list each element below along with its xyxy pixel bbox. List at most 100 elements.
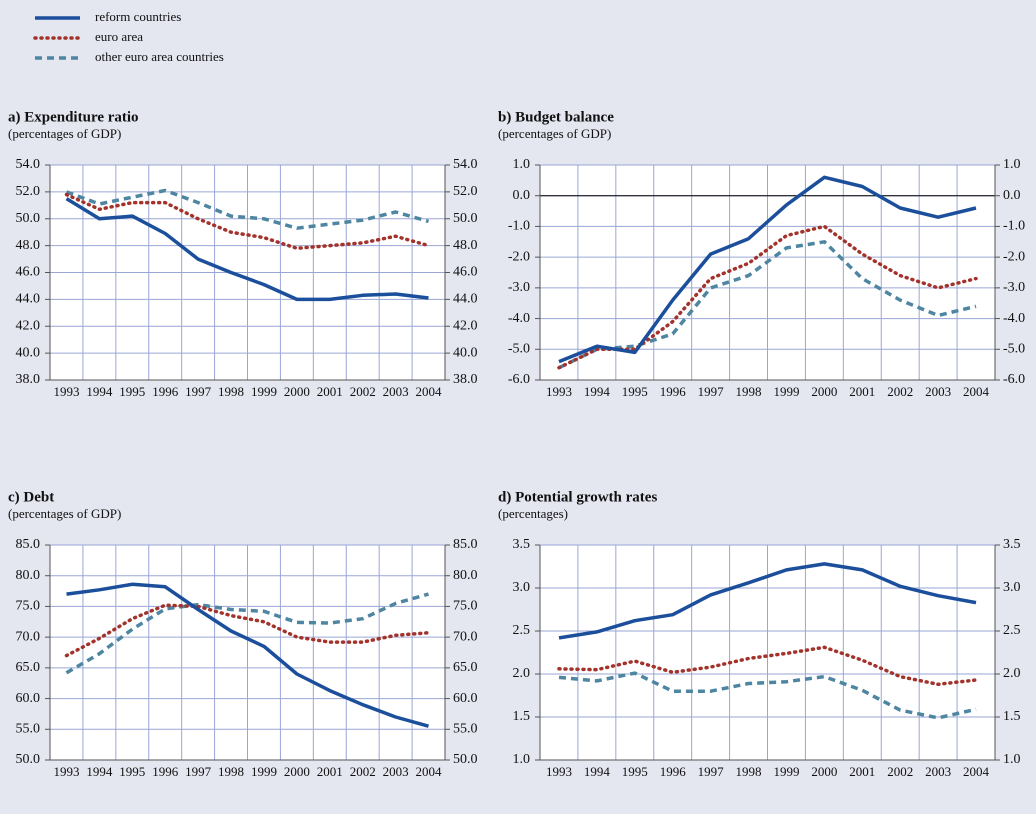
y-tick-label: 75.0 xyxy=(16,599,41,614)
y-tick-label-right: 55.0 xyxy=(453,722,478,737)
y-tick-label: 54.0 xyxy=(16,157,41,172)
x-tick-label: 1993 xyxy=(546,384,572,399)
chart-title: c) Debt xyxy=(8,489,54,505)
x-tick-label: 1993 xyxy=(546,764,572,779)
y-tick-label: 2.0 xyxy=(513,666,531,681)
x-tick-label: 2001 xyxy=(317,384,343,399)
legend-label: other euro area countries xyxy=(95,49,224,64)
series-line xyxy=(557,645,978,687)
y-tick-label: 1.5 xyxy=(513,709,531,724)
y-tick-label: -1.0 xyxy=(508,219,530,234)
chart-title: b) Budget balance xyxy=(498,109,614,125)
x-tick-label: 1997 xyxy=(698,384,725,399)
y-tick-label: 52.0 xyxy=(16,184,41,199)
series-line xyxy=(557,224,978,370)
x-tick-label: 1995 xyxy=(622,764,648,779)
x-tick-label: 1994 xyxy=(86,764,113,779)
y-tick-label: -3.0 xyxy=(508,280,530,295)
x-tick-label: 2000 xyxy=(811,384,837,399)
y-tick-label-right: 1.0 xyxy=(1003,157,1021,172)
y-tick-label-right: -2.0 xyxy=(1003,249,1025,264)
x-tick-label: 1994 xyxy=(86,384,113,399)
x-tick-label: 1998 xyxy=(218,764,244,779)
y-tick-label-right: 46.0 xyxy=(453,265,478,280)
x-tick-label: 2004 xyxy=(416,764,443,779)
y-tick-label-right: 2.5 xyxy=(1003,623,1021,638)
y-tick-label: 65.0 xyxy=(16,660,41,675)
x-tick-label: 1996 xyxy=(660,384,687,399)
x-tick-label: 2003 xyxy=(925,384,951,399)
x-tick-label: 1996 xyxy=(152,764,179,779)
y-tick-label-right: 3.5 xyxy=(1003,537,1021,552)
x-tick-label: 1997 xyxy=(698,764,725,779)
x-tick-label: 1995 xyxy=(622,384,648,399)
series-line xyxy=(558,175,977,364)
y-tick-label-right: 65.0 xyxy=(453,660,478,675)
x-tick-label: 1993 xyxy=(53,384,79,399)
y-tick-label-right: 1.5 xyxy=(1003,709,1021,724)
y-tick-label: 38.0 xyxy=(16,372,41,387)
series-line xyxy=(558,240,977,370)
x-tick-label: 1996 xyxy=(660,764,687,779)
x-tick-label: 1999 xyxy=(251,764,277,779)
x-tick-label: 2004 xyxy=(963,764,990,779)
x-tick-label: 1994 xyxy=(584,384,611,399)
y-tick-label: 3.5 xyxy=(513,537,531,552)
y-tick-label-right: -4.0 xyxy=(1003,311,1025,326)
x-tick-label: 1998 xyxy=(736,764,762,779)
x-tick-label: 2003 xyxy=(925,764,951,779)
x-tick-label: 2003 xyxy=(383,384,409,399)
y-tick-label: 85.0 xyxy=(16,537,41,552)
y-tick-label-right: 75.0 xyxy=(453,599,478,614)
y-tick-label-right: -1.0 xyxy=(1003,219,1025,234)
x-tick-label: 1999 xyxy=(773,764,799,779)
y-tick-label-right: 40.0 xyxy=(453,345,478,360)
x-tick-label: 2002 xyxy=(350,764,376,779)
y-tick-label-right: 54.0 xyxy=(453,157,478,172)
y-tick-label-right: 50.0 xyxy=(453,752,478,767)
y-tick-label: 46.0 xyxy=(16,265,41,280)
x-tick-label: 2002 xyxy=(887,384,913,399)
y-tick-label-right: 1.0 xyxy=(1003,752,1021,767)
x-tick-label: 1994 xyxy=(584,764,611,779)
series-line xyxy=(558,671,977,720)
y-tick-label-right: 42.0 xyxy=(453,318,478,333)
y-tick-label: 55.0 xyxy=(16,722,41,737)
y-tick-label: 80.0 xyxy=(16,568,41,583)
x-tick-label: 2000 xyxy=(284,384,310,399)
x-tick-label: 2004 xyxy=(416,384,443,399)
x-tick-label: 1999 xyxy=(773,384,799,399)
y-tick-label: 1.0 xyxy=(513,157,531,172)
x-tick-label: 2004 xyxy=(963,384,990,399)
y-tick-label: 50.0 xyxy=(16,211,41,226)
y-tick-label: 60.0 xyxy=(16,691,41,706)
x-tick-label: 2001 xyxy=(849,384,875,399)
y-tick-label-right: 44.0 xyxy=(453,292,478,307)
legend-label: euro area xyxy=(95,29,143,44)
y-tick-label-right: 85.0 xyxy=(453,537,478,552)
x-tick-label: 2001 xyxy=(317,764,343,779)
y-tick-label: 2.5 xyxy=(513,623,531,638)
y-tick-label: -4.0 xyxy=(508,311,530,326)
series-line xyxy=(65,188,429,230)
x-tick-label: 1999 xyxy=(251,384,277,399)
y-tick-label: 3.0 xyxy=(513,580,531,595)
y-tick-label-right: 2.0 xyxy=(1003,666,1021,681)
y-tick-label-right: 70.0 xyxy=(453,629,478,644)
y-tick-label: 70.0 xyxy=(16,629,41,644)
y-tick-label: -2.0 xyxy=(508,249,530,264)
x-tick-label: 2000 xyxy=(811,764,837,779)
y-tick-label: 50.0 xyxy=(16,752,41,767)
legend-label: reform countries xyxy=(95,9,181,24)
x-tick-label: 2003 xyxy=(383,764,409,779)
y-tick-label: 40.0 xyxy=(16,345,41,360)
y-tick-label: 44.0 xyxy=(16,292,41,307)
y-tick-label-right: 50.0 xyxy=(453,211,478,226)
x-tick-label: 1997 xyxy=(185,384,212,399)
x-tick-label: 1998 xyxy=(218,384,244,399)
chart-subtitle: (percentages of GDP) xyxy=(498,126,611,141)
y-tick-label: -6.0 xyxy=(508,372,530,387)
chart-subtitle: (percentages) xyxy=(498,506,568,521)
series-line xyxy=(65,592,429,675)
